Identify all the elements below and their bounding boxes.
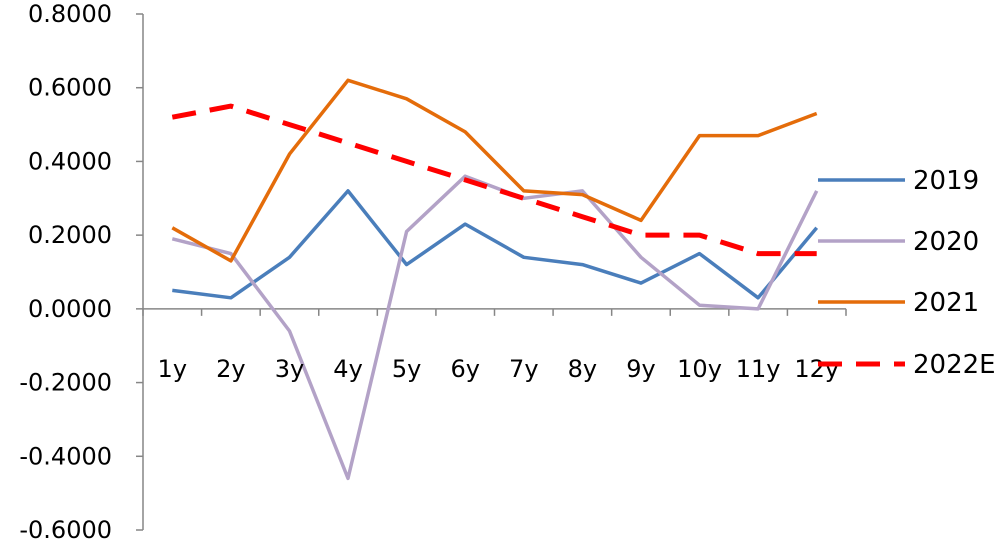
x-tick-label: 10y (677, 355, 722, 383)
x-tick-label: 11y (736, 355, 781, 383)
axes (136, 13, 847, 531)
x-tick-label: 6y (450, 355, 479, 383)
y-tick-label: 0.0000 (28, 295, 112, 323)
x-tick-label: 9y (626, 355, 655, 383)
y-tick-label: 0.2000 (28, 221, 112, 249)
x-tick-label: 4y (333, 355, 362, 383)
legend-label-2020: 2020 (913, 227, 979, 257)
y-tick-label: 0.6000 (28, 74, 112, 102)
y-tick-labels: 0.8000 0.6000 0.4000 0.2000 0.0000 -0.2000 -0.… (19, 0, 112, 540)
x-tick-label: 1y (158, 355, 187, 383)
y-tick-label: 0.8000 (28, 0, 112, 28)
y-tick-label: -0.6000 (19, 516, 112, 540)
series-line-2020 (171, 174, 819, 481)
series-line-2022e (171, 103, 817, 257)
x-tick-labels: 1y 2y 3y 4y 5y 6y 7y 8y 9y 10y 11y 12y (158, 355, 840, 383)
y-tick-label: -0.4000 (19, 442, 112, 470)
x-tick-label: 7y (509, 355, 538, 383)
y-tick-label: -0.2000 (19, 369, 112, 397)
series-line-2021 (171, 78, 818, 263)
legend: 2019 2020 2021 2022E (818, 166, 996, 380)
y-tick-label: 0.4000 (28, 147, 112, 175)
series-lines (171, 78, 819, 481)
legend-label-2019: 2019 (913, 166, 979, 196)
x-tick-label: 12y (794, 355, 839, 383)
x-tick-label: 8y (568, 355, 597, 383)
x-tick-label: 5y (392, 355, 421, 383)
series-line-2019 (172, 189, 819, 300)
x-tick-label: 3y (275, 355, 304, 383)
legend-label-2022e: 2022E (913, 350, 996, 380)
legend-label-2021: 2021 (913, 288, 979, 318)
x-tick-label: 2y (216, 355, 245, 383)
